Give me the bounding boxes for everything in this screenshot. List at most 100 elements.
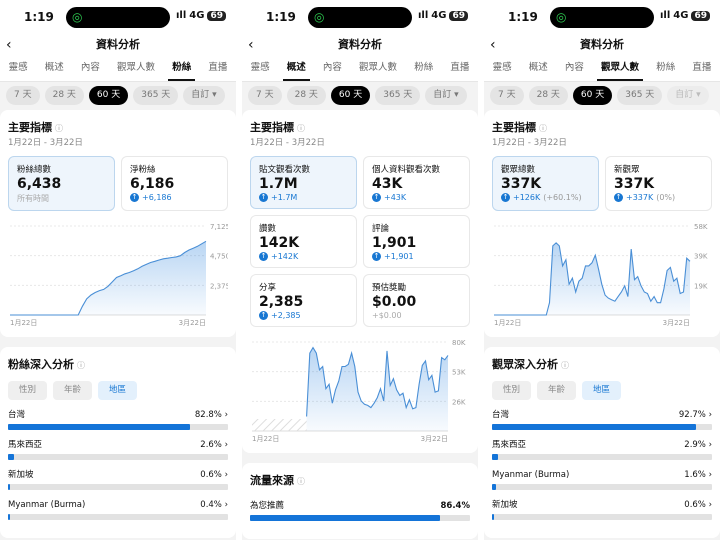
metric-label: 觀眾總數	[501, 165, 536, 175]
range-pill[interactable]: 60 天	[572, 86, 613, 105]
range-pill[interactable]: 28 天	[286, 86, 326, 105]
breakdown-row[interactable]: 台灣 82.8% ›	[8, 408, 228, 430]
metric-change: +$0.00	[372, 311, 461, 320]
x-tick-label: 1月22日	[252, 435, 279, 443]
filter-2[interactable]: 地區	[98, 381, 138, 400]
metric-card[interactable]: 讚數 142K ↑ +142K	[250, 215, 357, 268]
range-pill[interactable]: 7 天	[490, 86, 524, 105]
breakdown-filters: 性別 年齡 地區	[8, 381, 228, 400]
metric-card[interactable]: 新觀眾 337K ↑ +337K (0%)	[605, 156, 712, 211]
row-value: 92.7% ›	[679, 408, 712, 422]
metric-card[interactable]: 個人資料觀看次數 43K ↑ +43K	[363, 156, 470, 209]
filter-0[interactable]: 性別	[8, 381, 48, 400]
filter-1[interactable]: 年齡	[53, 381, 93, 400]
range-pill[interactable]: 60 天	[330, 86, 371, 105]
phone-screen: 1:19 ◎ ıll 4G 69 ‹ 資料分析 靈感 概述 內容 觀眾人數 粉絲 直播 7 天 28 天 60…	[0, 0, 236, 540]
metric-change-value: +6,186	[142, 193, 172, 202]
date-range-label: 1月22日 - 3月22日	[492, 138, 567, 148]
metric-value: 43K	[372, 176, 403, 192]
metric-card[interactable]: 粉絲總數 6,438 所有時間	[8, 156, 115, 211]
back-chevron-icon[interactable]: ‹	[490, 37, 496, 53]
row-label: 為您推薦	[250, 501, 285, 511]
breakdown-row[interactable]: 馬來西亞 2.9% ›	[492, 438, 712, 460]
progress-bar	[492, 484, 712, 490]
spacer	[0, 337, 236, 347]
x-tick-label: 3月22日	[421, 435, 448, 443]
x-tick-label: 3月22日	[179, 319, 206, 327]
tab-2[interactable]: 內容	[80, 62, 100, 73]
tab-0[interactable]: 靈感	[492, 62, 512, 73]
range-pill[interactable]: 7 天	[248, 86, 282, 105]
progress-bar	[492, 424, 712, 430]
breakdown-row[interactable]: 新加坡 0.6% ›	[492, 498, 712, 520]
breakdown-row[interactable]: 新加坡 0.6% ›	[8, 468, 228, 490]
threads-activity-icon: ◎	[556, 10, 567, 24]
info-icon[interactable]: ⓘ	[297, 477, 305, 486]
metric-card[interactable]: 觀眾總數 337K ↑ +126K (+60.1%)	[492, 156, 599, 211]
metric-label: 淨粉絲	[130, 165, 156, 175]
breakdown-row[interactable]: Myanmar (Burma) 1.6% ›	[492, 468, 712, 490]
row-value: 2.6% ›	[200, 438, 228, 452]
tab-5[interactable]: 直播	[208, 62, 228, 73]
info-icon[interactable]: ⓘ	[77, 361, 85, 370]
tab-3[interactable]: 觀眾人數	[597, 56, 644, 81]
tab-5[interactable]: 直播	[450, 62, 470, 73]
metric-change-value: +1,901	[384, 252, 414, 261]
range-custom-dropdown[interactable]: 自訂 ▾	[425, 86, 467, 105]
breakdown-row[interactable]: 台灣 92.7% ›	[492, 408, 712, 430]
range-pill[interactable]: 60 天	[88, 86, 129, 105]
tab-1[interactable]: 概述	[44, 62, 64, 73]
range-pill[interactable]: 7 天	[6, 86, 40, 105]
metric-card[interactable]: 分享 2,385 ↑ +2,385	[250, 274, 357, 327]
breakdown-row[interactable]: 馬來西亞 2.6% ›	[8, 438, 228, 460]
filter-1[interactable]: 年齡	[537, 381, 577, 400]
line-chart: 7,125 4,750 2,375 1月22日 3月22日	[10, 223, 228, 327]
metric-change: ↑ +1,901	[372, 252, 461, 261]
tab-2[interactable]: 內容	[564, 62, 584, 73]
metric-change: ↑ +337K (0%)	[614, 193, 703, 202]
tab-2[interactable]: 內容	[322, 62, 342, 73]
range-pill[interactable]: 365 天	[375, 86, 421, 105]
metric-change: ↑ +1.7M	[259, 193, 348, 202]
tab-0[interactable]: 靈感	[8, 62, 28, 73]
back-chevron-icon[interactable]: ‹	[248, 37, 254, 53]
info-icon[interactable]: ⓘ	[297, 124, 305, 133]
row-value: 0.6% ›	[684, 498, 712, 512]
tab-3[interactable]: 觀眾人數	[117, 62, 156, 73]
tab-1[interactable]: 概述	[528, 62, 548, 73]
range-pill[interactable]: 365 天	[617, 86, 663, 105]
tab-3[interactable]: 觀眾人數	[359, 62, 398, 73]
metric-value: 337K	[614, 176, 655, 192]
range-pill[interactable]: 28 天	[44, 86, 84, 105]
info-icon[interactable]: ⓘ	[55, 124, 63, 133]
filter-2[interactable]: 地區	[582, 381, 622, 400]
tab-4[interactable]: 粉絲	[168, 56, 196, 81]
tab-5[interactable]: 直播	[692, 62, 712, 73]
chevron-right-icon: ›	[705, 410, 712, 420]
metric-card[interactable]: 貼文觀看次數 1.7M ↑ +1.7M	[250, 156, 357, 209]
range-custom-dropdown[interactable]: 自訂 ▾	[667, 86, 709, 105]
tab-0[interactable]: 靈感	[250, 62, 270, 73]
line-chart: 80K 53K 26K 1月22日 3月22日	[252, 339, 466, 443]
chevron-right-icon: ›	[221, 410, 228, 420]
row-percent: 2.9%	[684, 440, 706, 450]
metric-card[interactable]: 預估獎勵 $0.00 +$0.00	[363, 274, 470, 327]
arrow-up-circle-icon: ↑	[372, 193, 381, 202]
progress-bar	[492, 454, 712, 460]
tab-1[interactable]: 概述	[282, 56, 310, 81]
info-icon[interactable]: ⓘ	[561, 361, 569, 370]
date-range-selector: 7 天 28 天 60 天 365 天自訂 ▾	[242, 82, 478, 110]
tab-4[interactable]: 粉絲	[656, 62, 676, 73]
range-pill[interactable]: 365 天	[133, 86, 179, 105]
range-custom-dropdown[interactable]: 自訂 ▾	[183, 86, 225, 105]
breakdown-row[interactable]: Myanmar (Burma) 0.4% ›	[8, 498, 228, 520]
tab-4[interactable]: 粉絲	[414, 62, 434, 73]
range-pill[interactable]: 28 天	[528, 86, 568, 105]
row-label: 台灣	[492, 410, 510, 420]
filter-0[interactable]: 性別	[492, 381, 532, 400]
back-chevron-icon[interactable]: ‹	[6, 37, 12, 53]
metric-card[interactable]: 評論 1,901 ↑ +1,901	[363, 215, 470, 268]
row-value: 0.4% ›	[200, 498, 228, 512]
metric-card[interactable]: 淨粉絲 6,186 ↑ +6,186	[121, 156, 228, 211]
info-icon[interactable]: ⓘ	[539, 124, 547, 133]
